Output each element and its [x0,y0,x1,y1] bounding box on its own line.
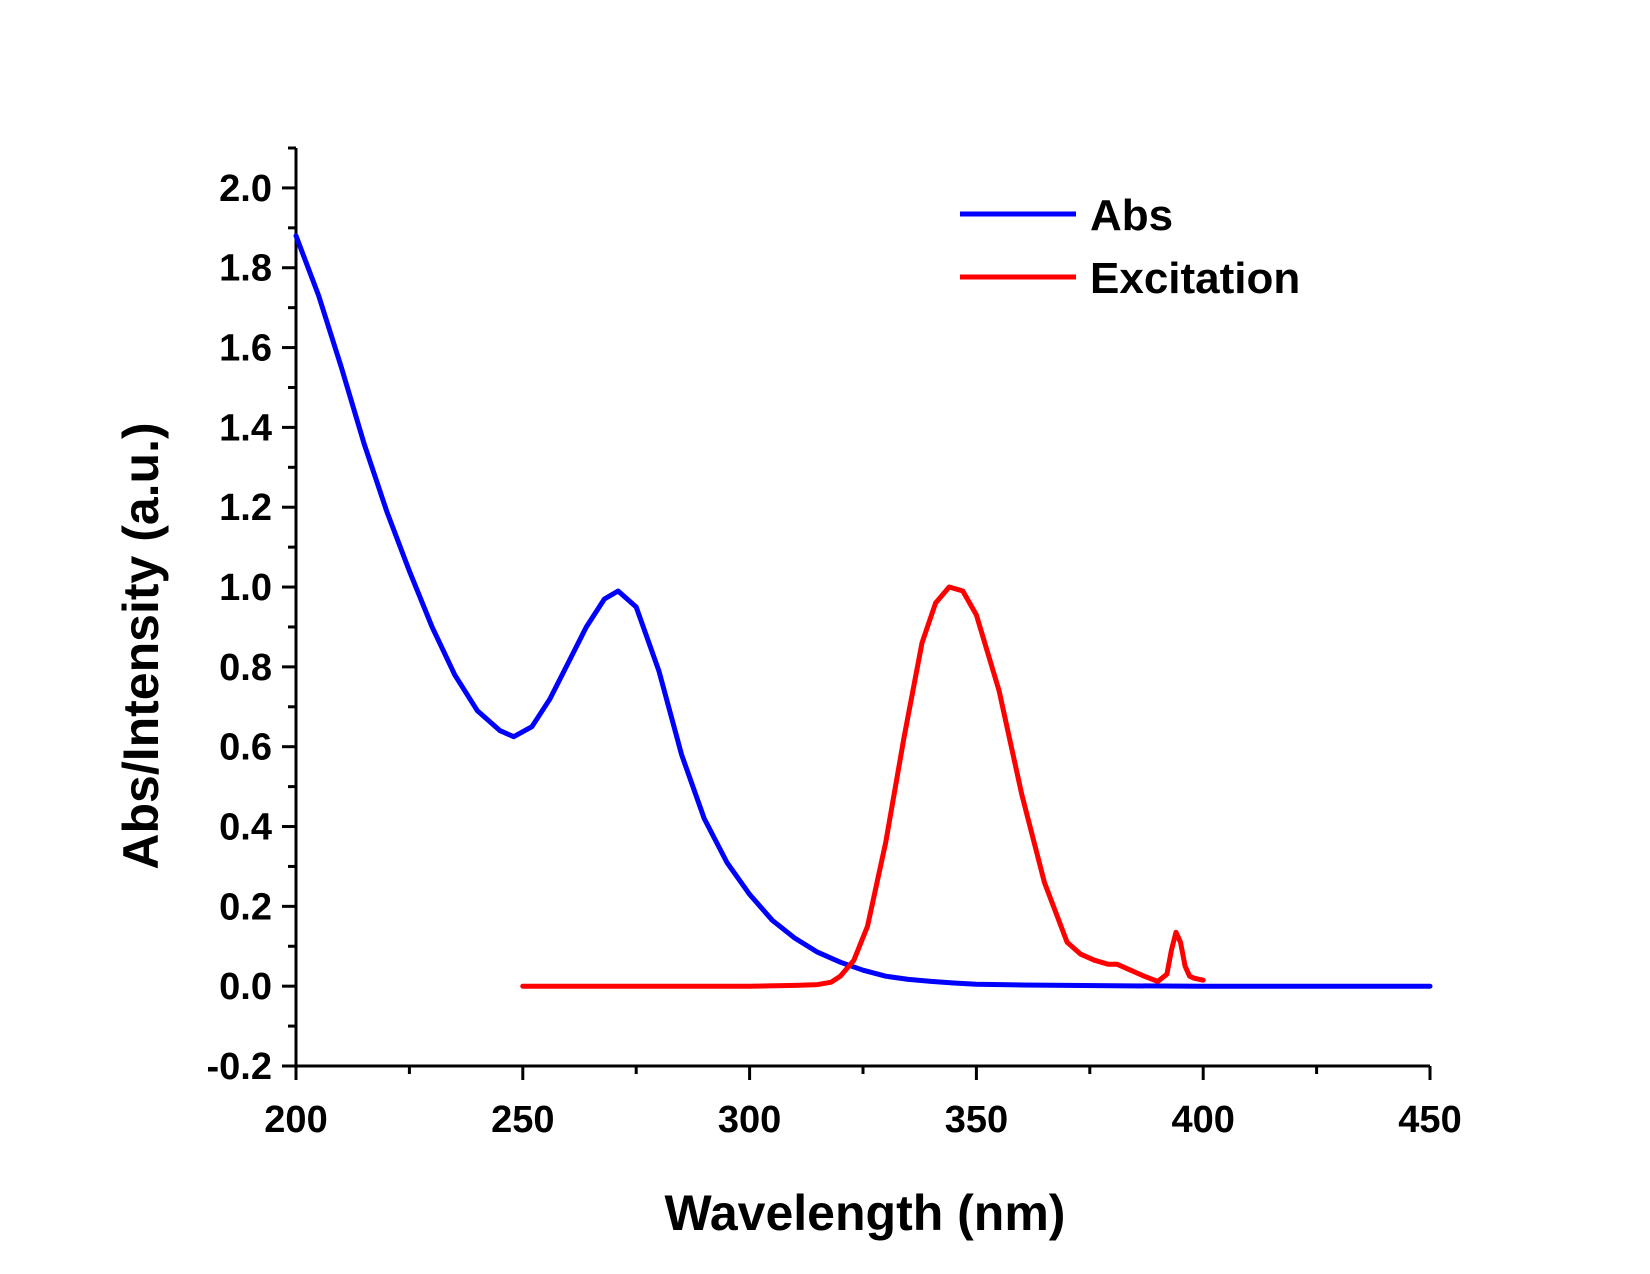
x-tick-label: 450 [1398,1099,1461,1141]
legend-label-excitation: Excitation [1090,254,1300,303]
y-tick-label: 2.0 [219,168,272,210]
y-tick-label: 0.8 [219,647,272,689]
x-tick-label: 350 [945,1099,1008,1141]
x-tick-label: 200 [264,1099,327,1141]
x-axis-title: Wavelength (nm) [665,1185,1066,1241]
y-axis-ticks: -0.2 0.0 0.2 0.4 0.6 0.8 1.0 1.2 1.4 1.6 1.8 2.0 [207,146,296,1088]
x-tick-label: 250 [491,1099,554,1141]
y-tick-label: 1.6 [219,328,272,370]
y-tick-label: 1.2 [219,487,272,529]
series-line-abs [293,233,1433,989]
y-tick-label: 1.0 [219,567,272,609]
x-tick-label: 400 [1171,1099,1234,1141]
y-tick-label: 0.0 [219,966,272,1008]
y-tick-label: 1.8 [219,248,272,290]
legend: Abs Excitation [960,191,1300,303]
series-line-excitation [520,584,1206,989]
y-tick-label: 1.4 [219,407,272,449]
y-tick-label: -0.2 [207,1046,272,1088]
x-axis-ticks: 200 250 300 350 400 450 [264,1066,1462,1141]
y-tick-label: 0.6 [219,727,272,769]
y-tick-label: 0.2 [219,886,272,928]
x-tick-label: 300 [718,1099,781,1141]
y-tick-label: 0.4 [219,807,272,849]
y-axis-title: Abs/Intensity (a.u.) [113,422,169,869]
series-layer [293,233,1433,989]
legend-label-abs: Abs [1090,191,1173,240]
